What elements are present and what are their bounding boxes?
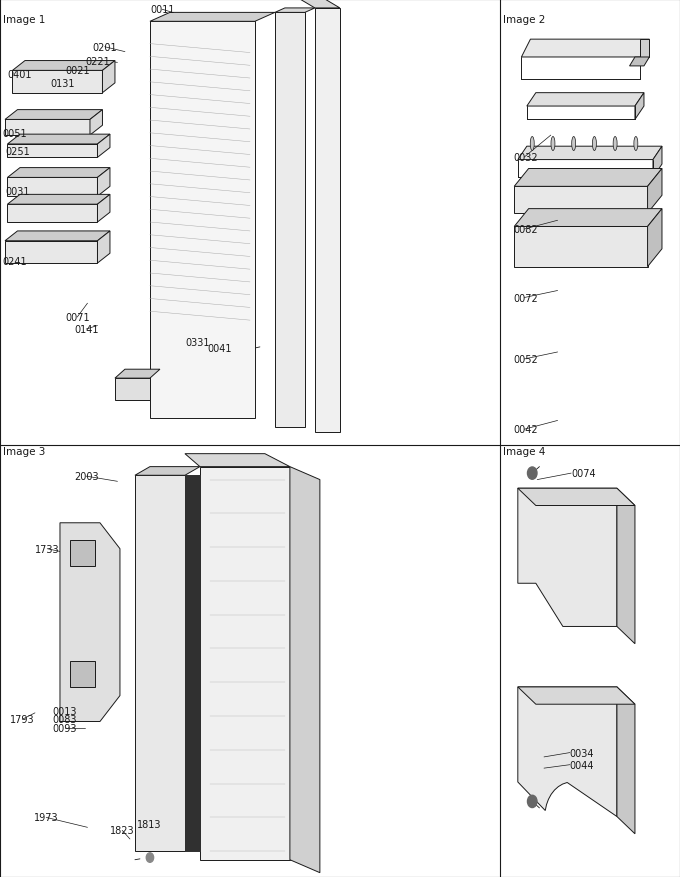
Polygon shape — [185, 454, 290, 467]
Polygon shape — [514, 210, 662, 227]
Polygon shape — [514, 169, 662, 187]
Polygon shape — [12, 61, 115, 71]
Polygon shape — [647, 210, 662, 267]
Polygon shape — [617, 488, 635, 644]
Text: 0082: 0082 — [513, 225, 538, 235]
Circle shape — [528, 795, 537, 808]
Text: 0013: 0013 — [52, 706, 77, 716]
Polygon shape — [7, 135, 110, 145]
Text: Image 1: Image 1 — [3, 15, 46, 25]
Text: 2003: 2003 — [74, 472, 99, 481]
Text: 0031: 0031 — [5, 187, 29, 196]
Text: 0083: 0083 — [52, 715, 77, 724]
Polygon shape — [514, 227, 647, 267]
Polygon shape — [514, 187, 647, 214]
Text: 1793: 1793 — [10, 715, 35, 724]
Ellipse shape — [551, 138, 555, 152]
Polygon shape — [150, 13, 275, 22]
Text: 0021: 0021 — [65, 67, 90, 76]
Text: 0221: 0221 — [85, 56, 109, 67]
Polygon shape — [97, 168, 110, 197]
Polygon shape — [70, 540, 95, 567]
Text: 1973: 1973 — [34, 812, 58, 823]
Polygon shape — [647, 169, 662, 214]
Polygon shape — [300, 0, 340, 9]
Polygon shape — [517, 488, 617, 627]
Polygon shape — [97, 232, 110, 264]
Polygon shape — [5, 232, 110, 241]
Polygon shape — [7, 145, 97, 158]
Text: Image 2: Image 2 — [503, 15, 545, 25]
Polygon shape — [517, 147, 662, 160]
Text: 0074: 0074 — [571, 468, 596, 479]
Polygon shape — [5, 120, 90, 136]
Polygon shape — [70, 661, 95, 688]
Polygon shape — [517, 688, 617, 816]
Ellipse shape — [592, 138, 596, 152]
Polygon shape — [290, 467, 320, 873]
Polygon shape — [90, 111, 103, 136]
Polygon shape — [635, 94, 644, 120]
Ellipse shape — [572, 138, 576, 152]
Text: 0401: 0401 — [7, 70, 32, 80]
Text: 0052: 0052 — [513, 354, 538, 365]
Text: 0034: 0034 — [570, 748, 594, 758]
Polygon shape — [200, 467, 290, 859]
Ellipse shape — [634, 138, 638, 152]
Polygon shape — [527, 94, 644, 107]
Text: 1733: 1733 — [35, 544, 60, 554]
Circle shape — [528, 467, 537, 480]
Polygon shape — [135, 475, 185, 851]
Polygon shape — [522, 40, 649, 58]
Polygon shape — [517, 488, 635, 506]
Text: 0331: 0331 — [185, 337, 209, 347]
Text: 0072: 0072 — [513, 293, 538, 303]
Polygon shape — [7, 178, 97, 197]
Polygon shape — [653, 147, 662, 178]
Polygon shape — [115, 370, 160, 379]
Polygon shape — [275, 9, 315, 13]
Polygon shape — [5, 241, 97, 264]
Text: 0141: 0141 — [74, 324, 99, 335]
Text: 1813: 1813 — [137, 819, 162, 830]
Polygon shape — [630, 58, 649, 67]
Text: 0042: 0042 — [513, 424, 538, 435]
Polygon shape — [617, 688, 635, 834]
Text: 1823: 1823 — [110, 825, 135, 836]
Polygon shape — [185, 475, 200, 851]
Polygon shape — [7, 205, 97, 223]
Text: 0051: 0051 — [3, 129, 27, 139]
Polygon shape — [7, 196, 110, 205]
Polygon shape — [97, 135, 110, 158]
Text: 0041: 0041 — [207, 344, 232, 353]
Text: 0032: 0032 — [513, 153, 538, 163]
Polygon shape — [97, 196, 110, 223]
Polygon shape — [115, 379, 150, 401]
Text: 0071: 0071 — [65, 313, 90, 323]
Ellipse shape — [613, 138, 617, 152]
Text: Image 4: Image 4 — [503, 446, 545, 456]
Text: 0201: 0201 — [92, 43, 117, 53]
Text: 0131: 0131 — [50, 79, 75, 89]
Text: 0093: 0093 — [52, 724, 77, 733]
Text: 0251: 0251 — [5, 147, 30, 157]
Polygon shape — [12, 71, 103, 94]
Ellipse shape — [530, 138, 534, 152]
Polygon shape — [135, 467, 200, 475]
Text: 0011: 0011 — [150, 5, 175, 15]
Polygon shape — [275, 13, 305, 428]
Polygon shape — [315, 9, 340, 432]
Polygon shape — [103, 61, 115, 94]
Polygon shape — [641, 40, 649, 58]
Text: Image 3: Image 3 — [3, 446, 46, 456]
Polygon shape — [5, 111, 103, 120]
Polygon shape — [60, 524, 120, 722]
Circle shape — [146, 852, 154, 862]
Text: 0044: 0044 — [570, 759, 594, 770]
Text: 0241: 0241 — [3, 257, 27, 267]
Polygon shape — [7, 168, 110, 178]
Polygon shape — [150, 22, 255, 419]
Polygon shape — [517, 688, 635, 704]
